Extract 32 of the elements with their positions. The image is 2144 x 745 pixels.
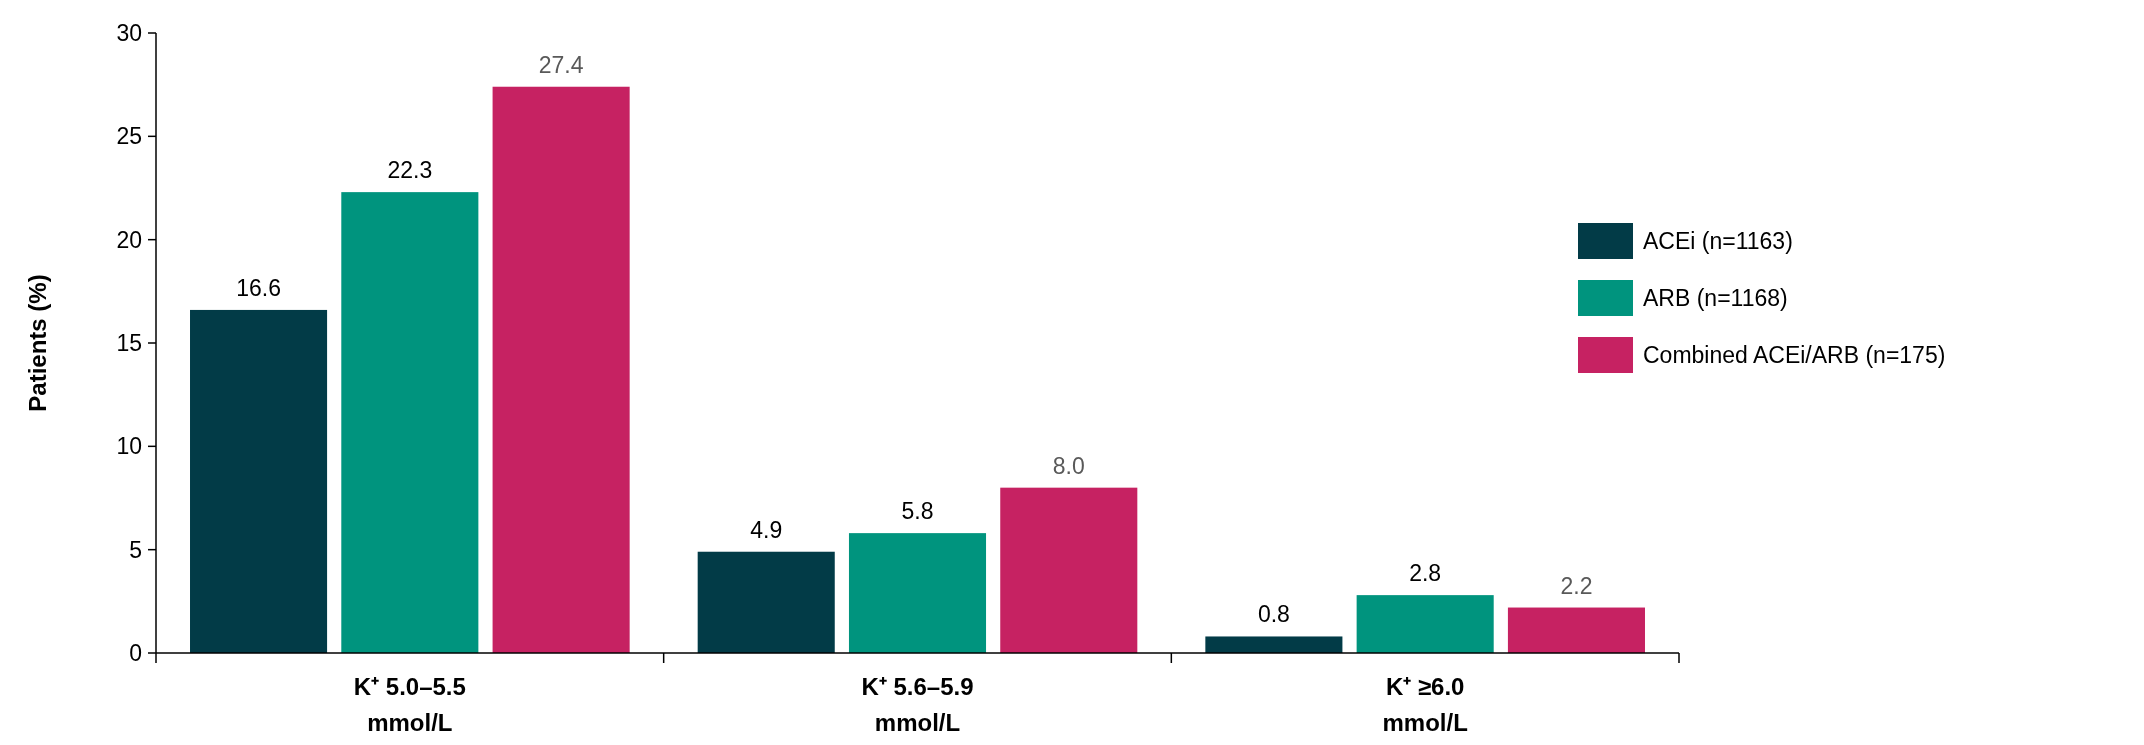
- bar: [697, 551, 835, 653]
- data-label: 27.4: [538, 51, 584, 78]
- y-tick-label: 20: [116, 226, 142, 253]
- data-label: 22.3: [387, 157, 433, 184]
- data-label: 5.8: [901, 498, 934, 525]
- bar: [341, 192, 479, 653]
- bar: [1507, 607, 1645, 653]
- y-tick-label: 10: [116, 433, 142, 460]
- x-tick-label: K⁺ 5.6–5.9 mmol/L: [861, 673, 974, 736]
- data-label: 2.8: [1409, 560, 1442, 587]
- data-label: 0.8: [1257, 601, 1290, 628]
- bar: [848, 533, 987, 653]
- bar: [1205, 636, 1343, 653]
- bar: [190, 309, 328, 653]
- data-label: 16.6: [236, 274, 281, 301]
- legend-label: Combined ACEi/ARB (n=175): [1643, 342, 1946, 369]
- y-tick-label: 25: [116, 123, 142, 150]
- legend-label: ACEi (n=1163): [1643, 228, 1793, 255]
- x-tick-label: K⁺ ≥6.0 mmol/L: [1382, 673, 1468, 736]
- data-label: 4.9: [750, 516, 783, 543]
- bar: [1356, 595, 1494, 653]
- bar: [492, 86, 630, 653]
- y-tick-label: 5: [129, 536, 142, 563]
- y-tick-label: 30: [116, 20, 142, 47]
- data-label: 8.0: [1052, 452, 1085, 479]
- y-tick-label: 0: [129, 640, 142, 667]
- legend-label: ARB (n=1168): [1643, 285, 1788, 312]
- y-axis-title: Patients (%): [24, 274, 51, 412]
- y-tick-label: 15: [116, 330, 142, 357]
- bar: [1000, 487, 1138, 653]
- x-tick-label: K⁺ 5.0–5.5 mmol/L: [353, 673, 466, 736]
- data-label: 2.2: [1560, 572, 1593, 599]
